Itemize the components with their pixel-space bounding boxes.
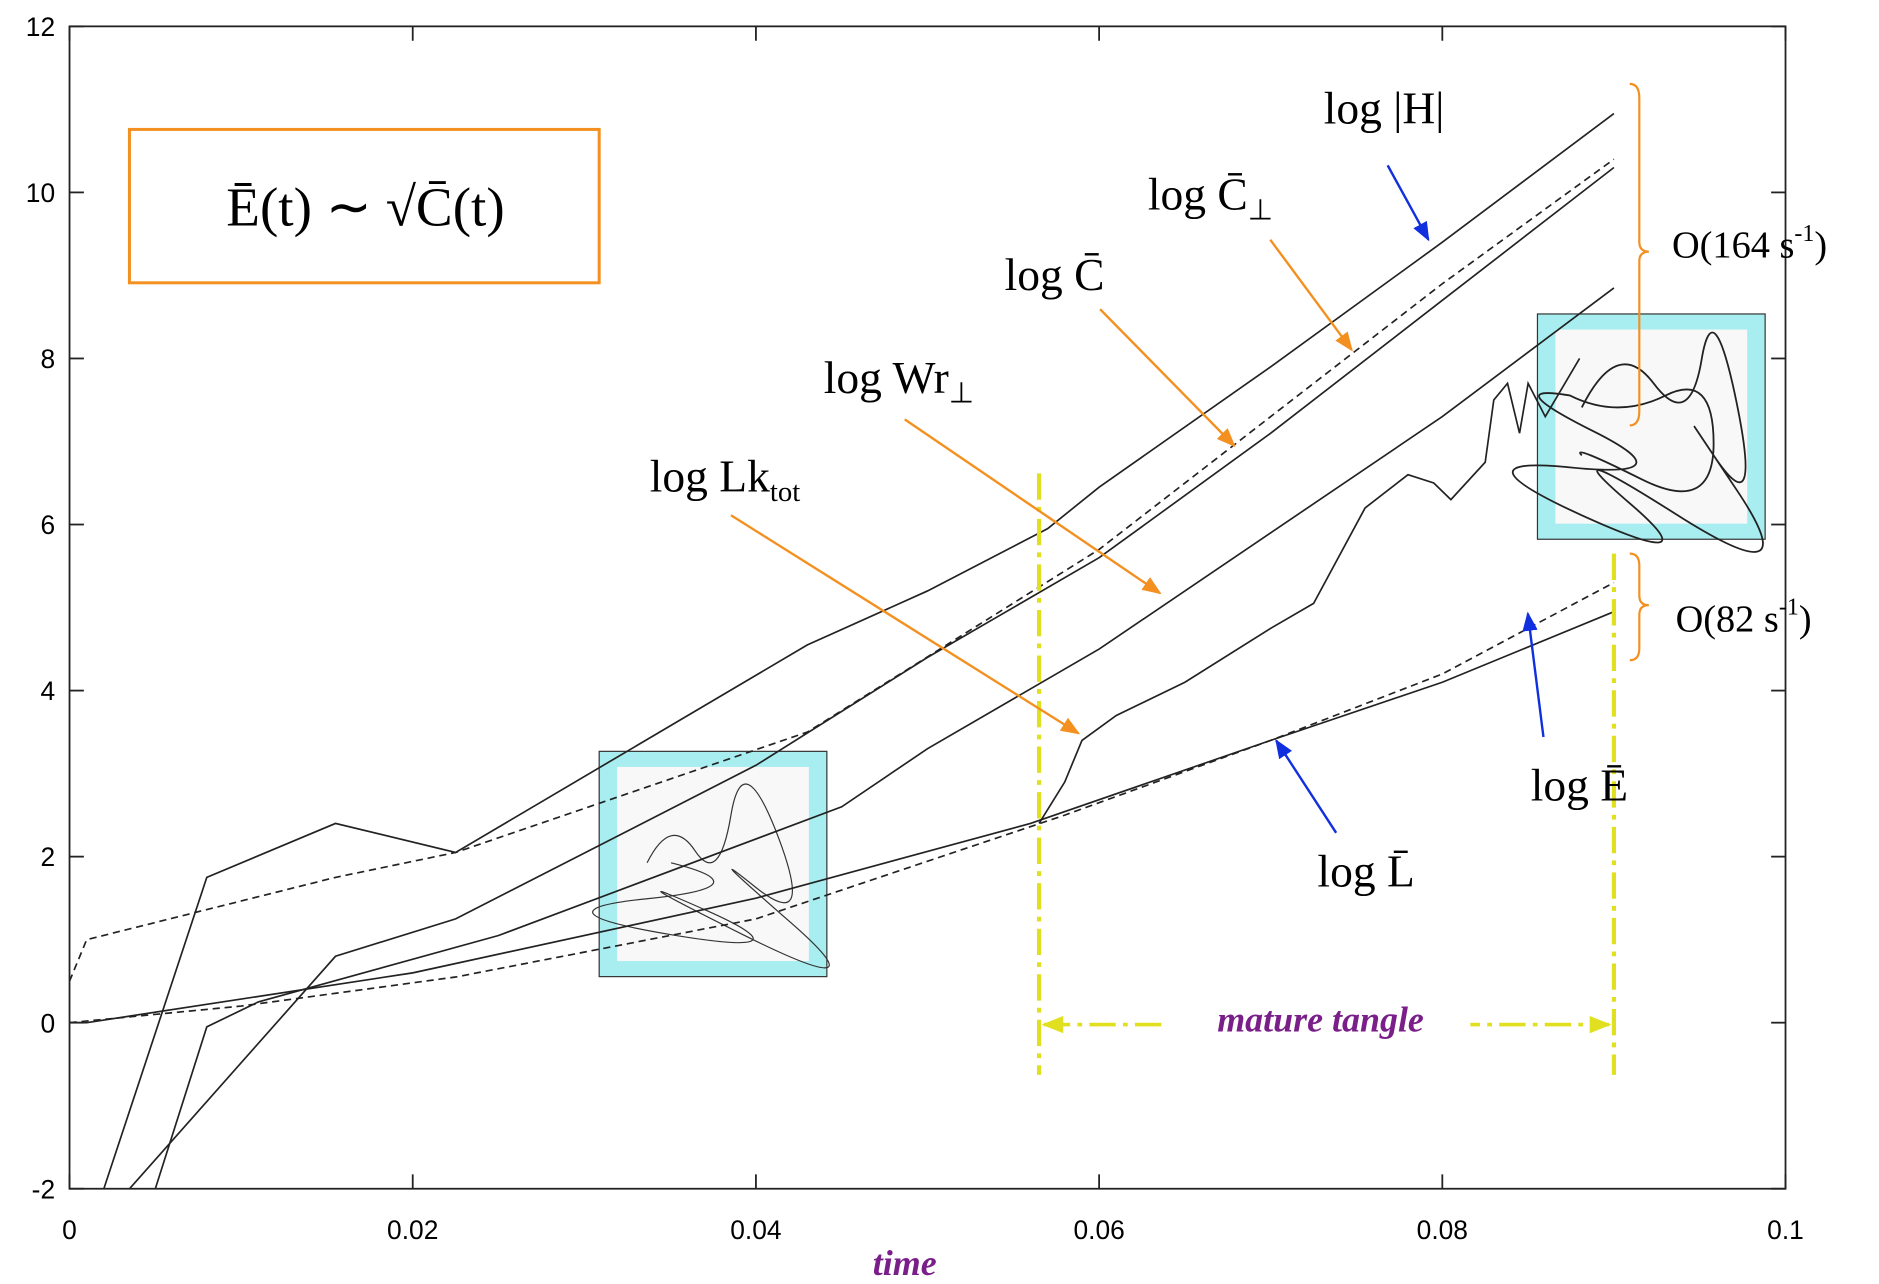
annotation: log |H| <box>1324 82 1445 133</box>
series-line <box>70 583 1614 1023</box>
rate-sup: -1 <box>1794 221 1814 247</box>
annotation-text: log L̄ <box>1317 846 1414 897</box>
rate-label: O(164 s-1) <box>1672 221 1827 267</box>
y-tick-label: 6 <box>40 510 55 540</box>
mature-label: mature tangle <box>1217 1000 1424 1040</box>
x-tick-label: 0.06 <box>1073 1215 1124 1245</box>
rate-close: ) <box>1799 599 1812 641</box>
x-tick-label: 0.04 <box>730 1215 781 1245</box>
x-tick-label: 0 <box>62 1215 77 1245</box>
annotation-arrow <box>1270 240 1351 350</box>
annotation-text: log Ē <box>1531 759 1628 810</box>
y-tick-label: 12 <box>26 12 55 42</box>
annotation-arrow <box>731 515 1079 733</box>
y-tick-label: 2 <box>40 842 55 872</box>
annotation: log Ē <box>1531 759 1628 810</box>
annotation-arrow <box>1388 165 1429 239</box>
annotation-arrow <box>1528 614 1544 737</box>
y-tick-label: 10 <box>26 178 55 208</box>
formula: Ē(t) ∼ √C̄(t) <box>226 176 504 237</box>
annotation-arrow <box>1100 309 1234 446</box>
x-tick-label: 0.02 <box>387 1215 438 1245</box>
annotation-text: log C̄ <box>1148 169 1248 220</box>
x-tick-label: 0.1 <box>1767 1215 1804 1245</box>
annotation: log L̄ <box>1317 846 1414 897</box>
y-tick-label: -2 <box>32 1174 55 1204</box>
annotation: log C̄⊥ <box>1148 169 1273 227</box>
annotation-arrow <box>1276 741 1336 833</box>
annotation: log Lktot <box>650 450 800 508</box>
series-line <box>70 612 1614 1023</box>
annotation: log Wr⊥ <box>824 352 974 410</box>
rate-sup: -1 <box>1779 595 1799 621</box>
x-axis-label: time <box>873 1243 937 1283</box>
annotation-sub: ⊥ <box>949 378 974 410</box>
rate-label: O(82 s-1) <box>1676 595 1812 641</box>
annotation-arrow <box>905 419 1160 593</box>
annotation-sub: tot <box>770 476 800 508</box>
annotation-text: log Wr <box>824 352 949 403</box>
annotation-text: log Lk <box>650 450 770 501</box>
y-tick-label: 8 <box>40 344 55 374</box>
rate-text: O(82 s <box>1676 599 1779 641</box>
annotation-text: log C̄ <box>1005 249 1105 300</box>
x-tick-label: 0.08 <box>1417 1215 1468 1245</box>
series-line <box>1039 358 1580 823</box>
y-tick-label: 4 <box>40 676 55 706</box>
series-line <box>155 288 1614 1189</box>
annotation: log C̄ <box>1005 249 1105 300</box>
brace <box>1630 554 1649 661</box>
annotation-sub: ⊥ <box>1248 194 1273 226</box>
y-tick-label: 0 <box>40 1008 55 1038</box>
rate-text: O(164 s <box>1672 225 1794 267</box>
annotation-text: log |H| <box>1324 82 1445 133</box>
chart: Ē(t) ∼ √C̄(t) 00.020.040.060.080.1-20246… <box>0 0 1879 1284</box>
rate-close: ) <box>1814 225 1827 267</box>
